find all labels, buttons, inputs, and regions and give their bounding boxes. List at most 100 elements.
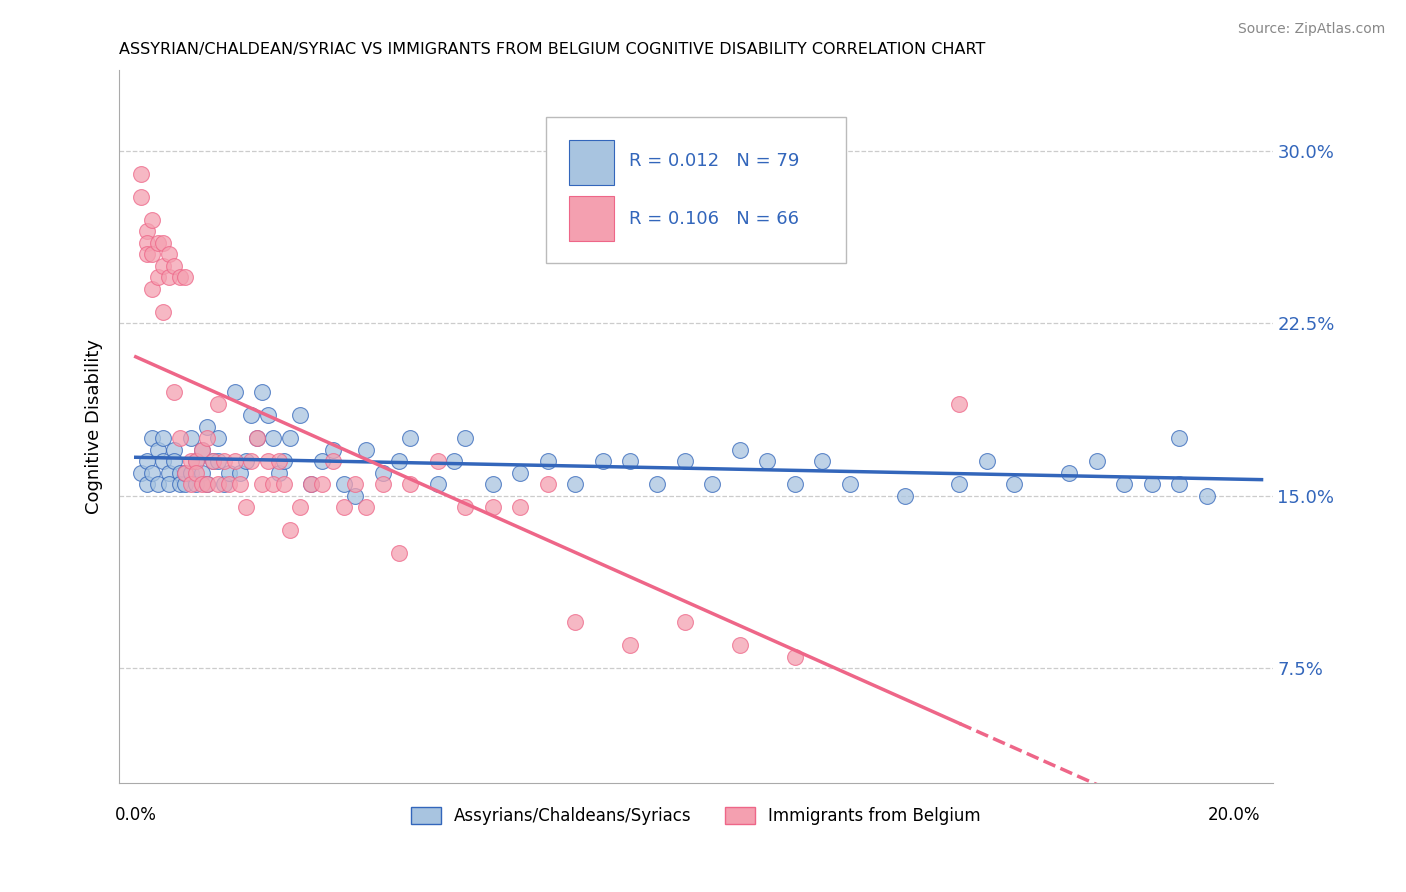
Point (152, 454, 174, 468)
Point (169, 477, 191, 491)
Text: Source: ZipAtlas.com: Source: ZipAtlas.com (1237, 22, 1385, 37)
Point (141, 213, 163, 227)
Point (157, 466, 180, 480)
Point (180, 466, 202, 480)
Point (1085, 454, 1108, 468)
Point (186, 454, 208, 468)
Point (235, 500, 257, 515)
Point (262, 431, 284, 445)
Point (207, 477, 229, 491)
Point (371, 477, 394, 491)
Point (333, 500, 356, 515)
Point (163, 385, 186, 400)
Text: R = 0.012   N = 79: R = 0.012 N = 79 (628, 152, 800, 169)
Point (1140, 477, 1163, 491)
Point (509, 500, 531, 515)
Text: R = 0.106   N = 66: R = 0.106 N = 66 (628, 210, 799, 227)
Point (240, 409, 263, 423)
Point (129, 466, 152, 480)
Point (135, 247, 157, 261)
Point (1002, 477, 1025, 491)
Point (481, 500, 503, 515)
Point (311, 477, 333, 491)
Point (186, 454, 208, 468)
Point (481, 477, 503, 491)
Point (673, 454, 696, 468)
Point (180, 431, 202, 445)
Point (169, 270, 191, 285)
Point (356, 500, 378, 515)
Text: 20.0%: 20.0% (1208, 806, 1260, 824)
Point (1195, 489, 1218, 503)
Point (564, 477, 586, 491)
Point (371, 466, 394, 480)
Point (619, 454, 641, 468)
Point (301, 477, 323, 491)
Point (948, 477, 970, 491)
Point (250, 385, 273, 400)
Point (174, 270, 197, 285)
Point (218, 466, 240, 480)
Point (146, 442, 169, 457)
Point (811, 454, 834, 468)
Point (356, 442, 378, 457)
Point (141, 466, 163, 480)
Point (169, 466, 191, 480)
Point (290, 409, 312, 423)
Point (186, 477, 208, 491)
Y-axis label: Cognitive Disability: Cognitive Disability (86, 339, 103, 515)
Point (262, 477, 284, 491)
Point (322, 454, 344, 468)
Point (250, 477, 273, 491)
Point (273, 454, 295, 468)
Point (273, 477, 295, 491)
Legend: Assyrians/Chaldeans/Syriacs, Immigrants from Belgium: Assyrians/Chaldeans/Syriacs, Immigrants … (411, 806, 981, 825)
Point (388, 546, 411, 560)
Point (152, 305, 174, 319)
Point (152, 235, 174, 250)
Point (783, 477, 806, 491)
Point (135, 235, 157, 250)
Point (702, 477, 724, 491)
Point (195, 477, 218, 491)
Point (207, 397, 229, 411)
Point (443, 454, 465, 468)
Point (245, 431, 267, 445)
Point (146, 270, 169, 285)
Point (756, 454, 779, 468)
Point (333, 477, 356, 491)
Point (146, 235, 169, 250)
Point (536, 454, 558, 468)
Point (174, 466, 197, 480)
Point (509, 466, 531, 480)
Point (647, 477, 669, 491)
Point (1059, 466, 1081, 480)
Point (180, 454, 202, 468)
Point (174, 466, 197, 480)
Point (212, 454, 235, 468)
Point (229, 466, 252, 480)
Point (163, 454, 186, 468)
Point (619, 638, 641, 652)
Point (195, 431, 218, 445)
Point (207, 431, 229, 445)
Point (186, 466, 208, 480)
Point (1168, 431, 1191, 445)
Point (212, 477, 235, 491)
Point (129, 167, 152, 181)
Point (256, 454, 278, 468)
Point (1168, 477, 1191, 491)
Point (301, 477, 323, 491)
Point (454, 431, 477, 445)
Point (141, 282, 163, 296)
Point (207, 454, 229, 468)
FancyBboxPatch shape (569, 140, 614, 185)
FancyBboxPatch shape (546, 117, 846, 263)
Point (536, 477, 558, 491)
Point (893, 489, 915, 503)
Point (195, 477, 218, 491)
Point (129, 190, 152, 204)
Point (728, 638, 751, 652)
Point (190, 477, 212, 491)
Point (190, 466, 212, 480)
